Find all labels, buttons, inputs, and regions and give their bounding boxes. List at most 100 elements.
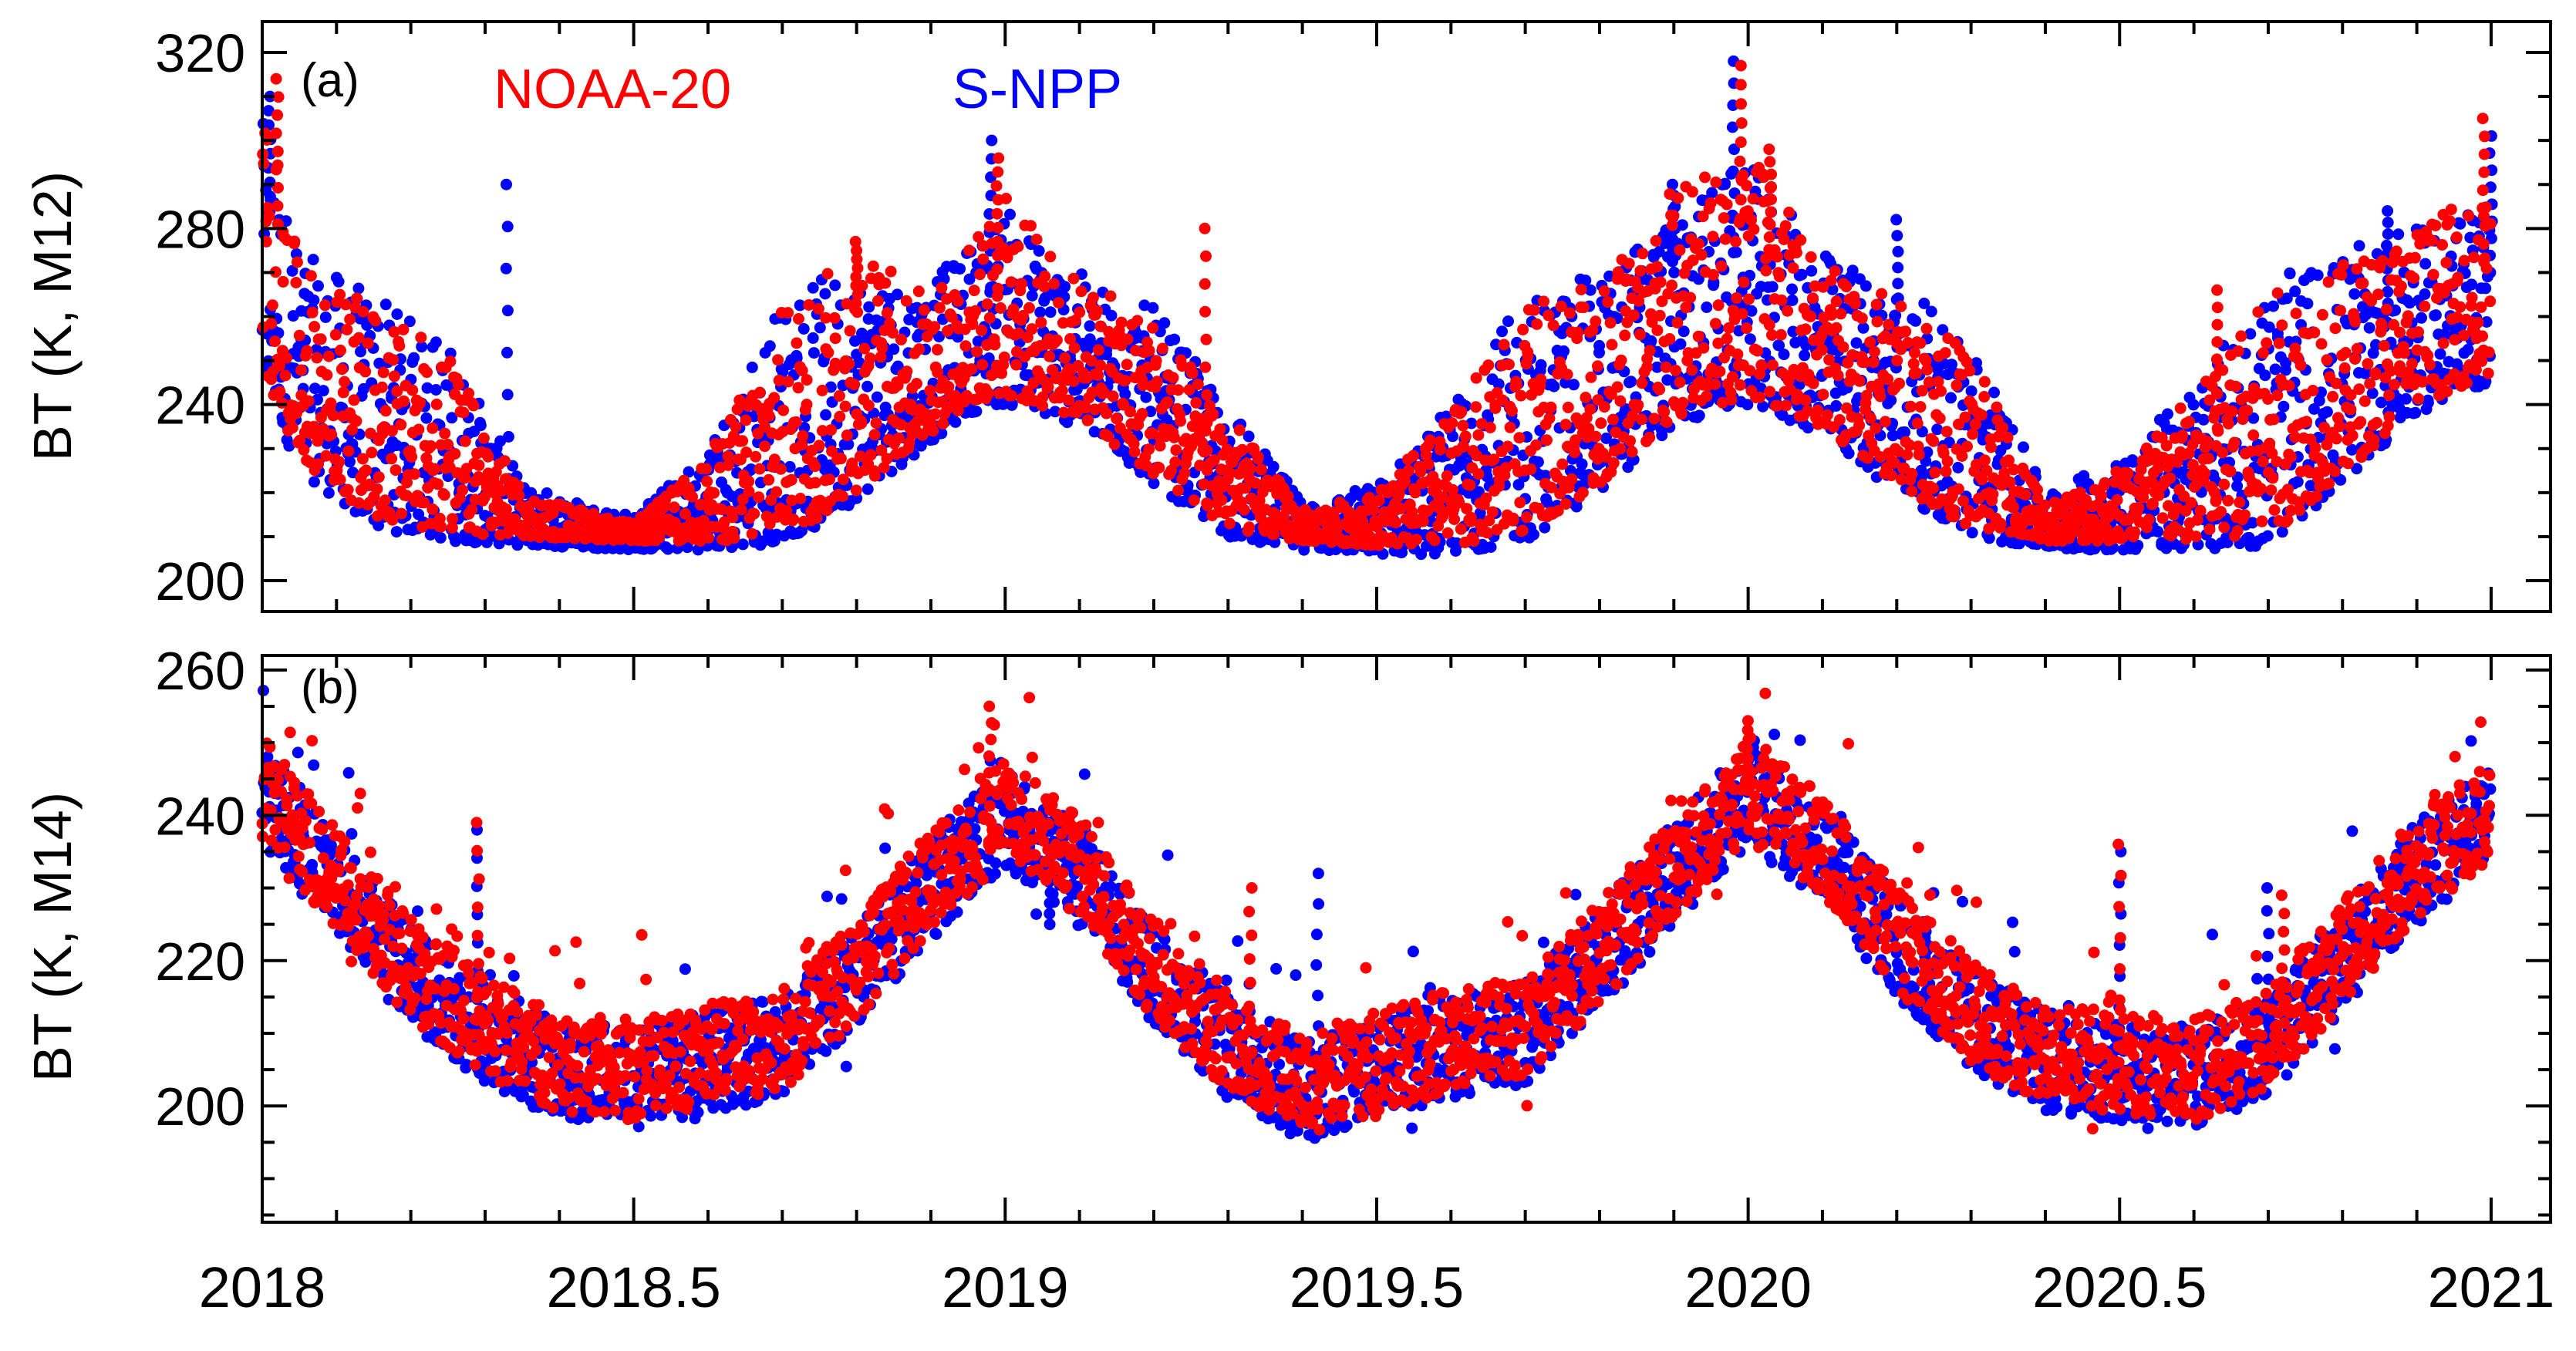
point-a-noaa20 [1714,366,1726,378]
point-a-noaa20 [1373,494,1385,507]
point-a-noaa20 [1108,438,1121,450]
point-a-snpp [2284,268,2296,280]
point-a-noaa20 [1074,306,1086,318]
point-a-noaa20 [1005,389,1017,402]
point-a-noaa20 [376,381,388,393]
point-a-snpp [1910,315,1922,327]
point-a-snpp [814,322,826,334]
point-a-noaa20 [1961,440,1973,453]
point-a-noaa20 [1940,465,1952,477]
point-a-noaa20 [1914,337,1927,349]
point-a-noaa20 [2224,465,2237,477]
point-a-snpp [1945,392,1957,404]
point-a-noaa20 [750,450,762,463]
point-a-noaa20 [1701,390,1713,403]
point-a-noaa20 [1782,305,1794,317]
point-a-noaa20 [1417,515,1429,527]
point-a-noaa20 [1243,521,1256,534]
point-a-snpp [1580,275,1592,287]
point-a-noaa20 [1934,413,1946,425]
point-a-noaa20 [1101,407,1113,419]
point-a-noaa20 [1561,369,1573,381]
point-a-noaa20 [931,344,943,355]
point-a-noaa20 [1067,272,1080,285]
point-a-noaa20 [1748,223,1760,235]
point-a-noaa20 [2199,467,2211,480]
point-a-noaa20 [1050,334,1063,346]
point-a-snpp [2162,408,2173,420]
point-a-noaa20 [918,304,930,316]
point-a-noaa20 [876,342,888,354]
point-a-noaa20 [787,514,800,525]
point-a-noaa20 [263,210,275,222]
point-a-noaa20 [1707,231,1719,243]
point-a-noaa20 [1987,488,1999,500]
point-a-snpp [1625,376,1637,388]
point-a-noaa20 [1115,316,1128,328]
point-a-noaa20 [1147,322,1159,334]
point-a-noaa20 [966,363,978,376]
point-a-snpp [434,531,447,544]
point-a-noaa20 [1654,383,1666,396]
point-a-noaa20 [1598,285,1610,297]
point-a-noaa20 [1053,297,1065,309]
point-a-noaa20 [344,313,356,325]
point-a-noaa20 [1833,414,1846,426]
point-a-noaa20 [1435,443,1446,456]
point-a-noaa20 [994,302,1006,314]
point-a-noaa20 [1975,409,1988,421]
point-a-noaa20 [1835,308,1847,320]
point-a-noaa20 [1428,534,1441,547]
point-a-noaa20 [1672,192,1684,204]
point-a-noaa20 [1577,302,1590,314]
point-a-noaa20 [1136,408,1148,419]
point-a-noaa20 [1535,373,1547,386]
point-a-snpp [332,275,345,288]
point-a-noaa20 [1563,307,1576,319]
point-a-noaa20 [1044,251,1057,263]
point-a-noaa20 [1900,325,1912,338]
point-a-noaa20 [1559,498,1572,510]
point-a-snpp [319,311,332,323]
point-a-noaa20 [2239,509,2251,521]
point-a-snpp [420,412,433,424]
point-a-noaa20 [1790,247,1802,259]
point-a-noaa20 [1238,504,1250,516]
point-a-noaa20 [1731,348,1744,360]
point-a-noaa20 [1767,359,1779,371]
point-a-noaa20 [1927,435,1940,447]
point-a-noaa20 [1143,345,1155,357]
point-a-noaa20 [389,464,402,477]
point-a-noaa20 [265,318,278,330]
point-a-snpp [1860,280,1872,292]
point-a-noaa20 [812,302,824,315]
point-a-noaa20 [1256,463,1267,476]
point-a-noaa20 [1648,413,1661,425]
point-a-noaa20 [868,429,881,441]
point-a-snpp [391,308,403,320]
point-a-noaa20 [829,332,841,345]
point-a-noaa20 [770,486,783,498]
spike-a-snpp [500,262,512,275]
point-a-noaa20 [870,417,882,429]
point-a-noaa20 [1885,470,1897,482]
point-a-snpp [1105,309,1118,322]
point-a-noaa20 [730,420,742,433]
point-a-noaa20 [927,425,939,437]
point-a-noaa20 [1654,276,1667,288]
point-a-noaa20 [1978,454,1991,467]
point-a-noaa20 [398,395,410,407]
spike-a-snpp [501,221,514,233]
point-a-noaa20 [1856,312,1868,325]
point-a-snpp [1267,460,1280,473]
point-a-noaa20 [1188,494,1200,507]
point-a-noaa20 [900,295,912,307]
point-a-noaa20 [2218,478,2230,490]
point-a-noaa20 [743,486,755,497]
point-a-noaa20 [1128,446,1141,458]
point-a-noaa20 [1094,359,1107,372]
point-a-noaa20 [1525,463,1537,475]
point-a-snpp [2416,312,2427,324]
point-a-noaa20 [858,342,871,355]
point-a-snpp [1778,349,1790,361]
